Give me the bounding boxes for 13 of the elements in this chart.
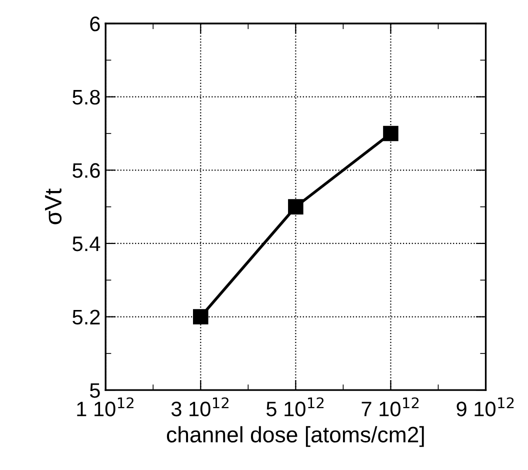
x-axis-title: channel dose [atoms/cm2] <box>166 426 424 447</box>
x-tick-label: 1 10$^{12}$ <box>77 397 134 416</box>
y-tick-label: 5.6 <box>72 163 100 178</box>
y-tick-label: 5 <box>90 383 100 398</box>
y-axis-title: σVt <box>45 188 62 224</box>
x-tick-label: 9 10$^{12}$ <box>456 397 514 416</box>
y-tick-label: 6 <box>90 16 100 32</box>
x-tick-label: 5 10$^{12}$ <box>266 397 324 416</box>
y-tick-label: 5.4 <box>72 236 100 252</box>
x-tick-label: 7 10$^{12}$ <box>362 397 419 416</box>
y-tick-label: 5.2 <box>72 310 100 325</box>
y-tick-label: 5.8 <box>72 90 100 105</box>
x-tick-label: 3 10$^{12}$ <box>171 397 228 416</box>
